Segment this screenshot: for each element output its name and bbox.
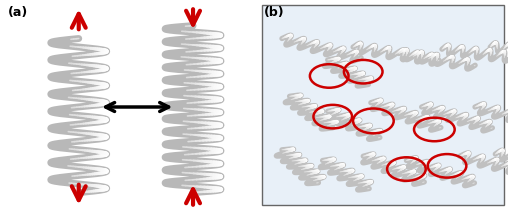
FancyBboxPatch shape bbox=[262, 5, 504, 205]
Text: (a): (a) bbox=[8, 6, 28, 19]
Text: (b): (b) bbox=[264, 6, 285, 19]
